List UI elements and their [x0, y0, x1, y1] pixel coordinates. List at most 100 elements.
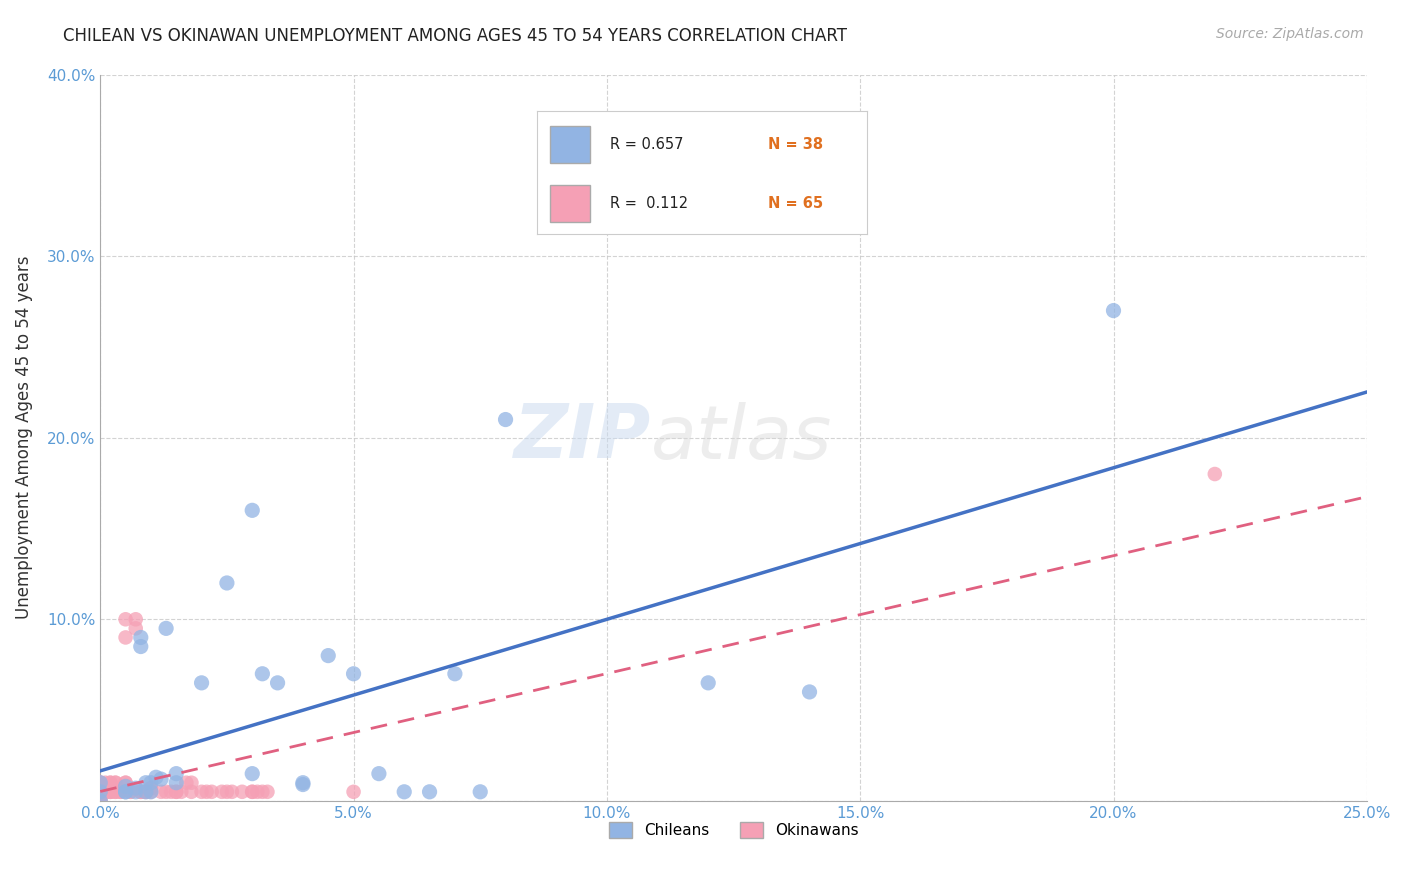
Point [139, 781, 162, 796]
Point [125, 612, 148, 626]
Point [266, 676, 288, 690]
Point [129, 785, 152, 799]
Point [165, 785, 187, 799]
Point [799, 685, 821, 699]
Point [342, 785, 364, 799]
Point [221, 785, 243, 799]
Point [135, 785, 157, 799]
Point [110, 785, 132, 799]
Point [114, 775, 136, 789]
Point [444, 666, 467, 681]
Point [100, 785, 122, 799]
Point [291, 778, 314, 792]
Point [114, 631, 136, 645]
Point [129, 785, 152, 799]
Point [89, 785, 111, 799]
Text: Source: ZipAtlas.com: Source: ZipAtlas.com [1216, 27, 1364, 41]
Point [419, 785, 441, 799]
Point [135, 785, 157, 799]
Point [240, 766, 263, 780]
Point [150, 785, 173, 799]
Point [89, 775, 111, 789]
Point [176, 775, 198, 789]
Point [470, 785, 492, 799]
Point [180, 785, 202, 799]
Point [139, 781, 162, 796]
Point [114, 785, 136, 799]
Point [129, 640, 152, 654]
Point [1102, 303, 1125, 318]
Point [231, 785, 253, 799]
Point [114, 612, 136, 626]
Point [100, 775, 122, 789]
Point [125, 785, 148, 799]
Point [240, 785, 263, 799]
Point [316, 648, 339, 663]
Text: CHILEAN VS OKINAWAN UNEMPLOYMENT AMONG AGES 45 TO 54 YEARS CORRELATION CHART: CHILEAN VS OKINAWAN UNEMPLOYMENT AMONG A… [63, 27, 848, 45]
Point [125, 781, 148, 796]
Point [1204, 467, 1226, 481]
Point [155, 785, 177, 799]
Point [129, 785, 152, 799]
Point [110, 785, 132, 799]
Point [89, 785, 111, 799]
Point [195, 785, 218, 799]
Point [139, 785, 162, 799]
Point [89, 785, 111, 799]
Point [145, 770, 167, 784]
Text: ZIP: ZIP [515, 401, 651, 475]
Point [252, 785, 274, 799]
Text: atlas: atlas [651, 401, 832, 474]
Point [342, 666, 364, 681]
Point [190, 676, 212, 690]
Point [201, 785, 224, 799]
Point [114, 780, 136, 794]
Point [160, 785, 183, 799]
Point [240, 503, 263, 517]
Point [150, 772, 173, 786]
Point [89, 785, 111, 799]
Point [252, 666, 274, 681]
Point [89, 775, 111, 789]
Point [89, 794, 111, 808]
Point [135, 775, 157, 789]
Point [697, 676, 720, 690]
Point [89, 785, 111, 799]
Point [135, 785, 157, 799]
Point [100, 785, 122, 799]
Point [89, 775, 111, 789]
Point [94, 785, 117, 799]
Point [240, 785, 263, 799]
Point [129, 631, 152, 645]
Point [190, 785, 212, 799]
Point [211, 785, 233, 799]
Point [104, 785, 127, 799]
Point [89, 794, 111, 808]
Point [114, 785, 136, 799]
Point [89, 785, 111, 799]
Point [94, 775, 117, 789]
Point [291, 775, 314, 789]
Point [104, 775, 127, 789]
Point [100, 775, 122, 789]
Point [170, 785, 193, 799]
Point [495, 412, 517, 426]
Point [256, 785, 278, 799]
Point [89, 794, 111, 808]
Y-axis label: Unemployment Among Ages 45 to 54 years: Unemployment Among Ages 45 to 54 years [15, 256, 32, 619]
Point [104, 785, 127, 799]
Point [215, 576, 238, 591]
Point [104, 775, 127, 789]
Point [246, 785, 269, 799]
Legend: Chileans, Okinawans: Chileans, Okinawans [603, 816, 865, 844]
Point [89, 775, 111, 789]
Point [89, 794, 111, 808]
Point [392, 785, 415, 799]
Point [120, 785, 142, 799]
Point [367, 766, 389, 780]
Point [155, 621, 177, 635]
Point [120, 785, 142, 799]
Point [89, 794, 111, 808]
Point [165, 766, 187, 780]
Point [139, 785, 162, 799]
